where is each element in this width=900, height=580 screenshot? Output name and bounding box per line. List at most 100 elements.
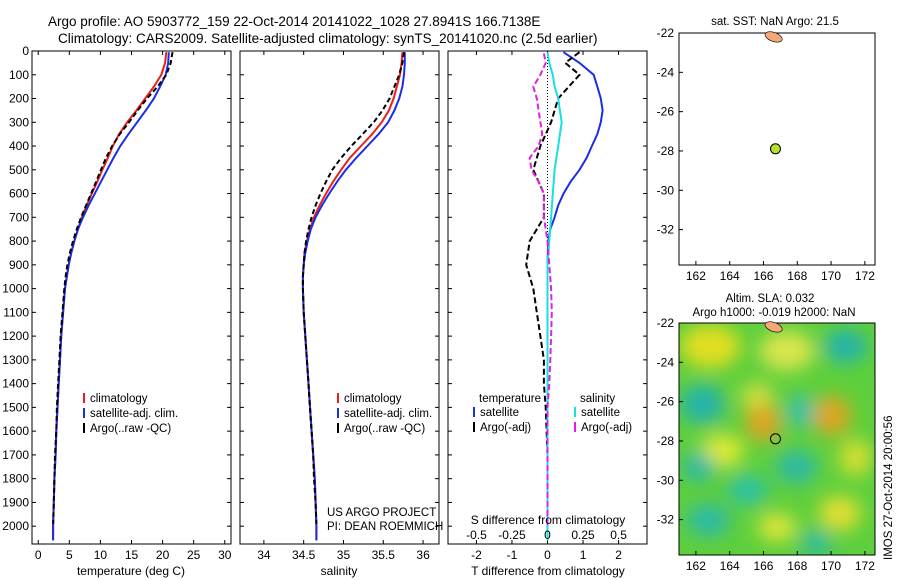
x-tick-label: 170 <box>821 269 841 283</box>
series-line <box>301 52 406 541</box>
heatmap-cell <box>838 438 872 477</box>
y-tick-label: 400 <box>9 139 29 153</box>
y-tick-label: -26 <box>657 395 675 409</box>
x-tick-label: 0 <box>544 548 551 562</box>
series-line <box>52 52 170 541</box>
legend-entry: Argo(-adj) <box>581 422 632 434</box>
legend-entry: satellite-adj. clim. <box>90 408 178 420</box>
legend-entry: Argo(..raw -QC) <box>90 423 171 435</box>
legend-entry: satellite-adj. clim. <box>344 408 432 420</box>
sla-map-subtitle: Argo h1000: -0.019 h2000: NaN <box>692 307 855 319</box>
y-tick-label: 500 <box>9 163 29 177</box>
heatmap-cell <box>813 396 851 436</box>
sst-map: 162 164 166 168 170 172 -22 -24 -26 -28 -30 -32 <box>657 26 876 283</box>
y-tick-label: -22 <box>657 316 675 330</box>
x-tick-label: 162 <box>686 269 706 283</box>
top-tick-label: -0.5 <box>466 528 487 542</box>
heatmap-cell <box>799 531 833 555</box>
difference-panel: -2 -1 0 1 2 -0.5 -0.25 0 0.25 0.5 temperature salin… <box>448 50 647 562</box>
legend-entry: Argo(..raw -QC) <box>344 423 425 435</box>
heatmap-cell <box>686 503 731 537</box>
legend-title: salinity <box>580 393 615 405</box>
y-tick-label: 700 <box>9 210 29 224</box>
y-tick-label: -32 <box>657 223 675 237</box>
y-tick-label: -22 <box>657 26 675 40</box>
y-tick-label: 100 <box>9 68 29 82</box>
y-tick-label: -32 <box>657 513 675 527</box>
x-tick-label: -2 <box>471 548 482 562</box>
y-tick-label: -28 <box>657 434 675 448</box>
heatmap-cell <box>727 474 768 506</box>
x-tick-label: 35.5 <box>372 548 396 562</box>
top-tick-label: -0.25 <box>498 528 526 542</box>
pi-label: PI: DEAN ROEMMICH <box>327 521 443 533</box>
sla-map-title: Altim. SLA: 0.032 <box>726 293 815 305</box>
x-tick-label: 172 <box>855 559 875 573</box>
sst-map-title: sat. SST: NaN Argo: 21.5 <box>711 16 839 28</box>
series-line <box>546 51 604 541</box>
y-tick-label: 1300 <box>2 353 29 367</box>
y-tick-label: 300 <box>9 115 29 129</box>
landmass <box>764 321 783 333</box>
heatmap-cell <box>823 329 868 363</box>
x-tick-label: 35 <box>337 548 351 562</box>
y-tick-label: 1100 <box>3 305 29 319</box>
x-tick-label: 10 <box>94 548 108 562</box>
y-tick-label: 1400 <box>2 377 29 391</box>
imos-stamp: IMOS 27-Oct-2014 20:00:56 <box>883 416 895 560</box>
x-tick-label: 168 <box>787 269 807 283</box>
x-tick-label: 36 <box>416 548 430 562</box>
y-tick-label: -28 <box>657 144 675 158</box>
series-line <box>525 51 581 527</box>
top-tick-label: 0.5 <box>610 528 627 542</box>
heatmap-cell <box>757 512 797 542</box>
x-tick-label: 30 <box>218 548 232 562</box>
heatmap-blobs <box>680 324 872 555</box>
sla-map-frame <box>678 322 876 556</box>
argo-float-marker <box>769 433 781 445</box>
y-tick-label: -26 <box>657 105 675 119</box>
legend-entry: climatology <box>90 393 148 405</box>
landmass <box>764 31 783 43</box>
x-tick-label: 164 <box>720 559 740 573</box>
legend-entry: satellite <box>581 407 620 419</box>
heatmap-cell <box>759 331 815 371</box>
top-tick-label: 0.25 <box>571 528 595 542</box>
y-tick-label: 600 <box>9 187 29 201</box>
top-tick-label: 0 <box>544 528 551 542</box>
x-tick-label: 34.5 <box>292 548 316 562</box>
x-tick-label: 15 <box>125 548 139 562</box>
series-line <box>546 52 563 541</box>
salinity-panel-frame <box>239 50 440 545</box>
project-label: US ARGO PROJECT <box>327 507 436 519</box>
salinity-panel: 34 34.5 35 35.5 36 climatology satellite-adj. … <box>240 50 439 562</box>
x-tick-label: 1 <box>580 548 587 562</box>
temperature-axis-label: temperature (deg C) <box>77 564 185 578</box>
heatmap-cell <box>775 450 818 484</box>
x-tick-label: 172 <box>855 269 875 283</box>
series-line <box>52 52 168 541</box>
heatmap-cell <box>680 384 725 425</box>
y-tick-label: -30 <box>657 183 675 197</box>
heatmap-cell <box>680 324 741 369</box>
x-tick-label: 162 <box>686 559 706 573</box>
x-tick-label: 164 <box>720 269 740 283</box>
y-tick-label: 1500 <box>2 400 29 414</box>
y-tick-label: 800 <box>9 234 29 248</box>
x-tick-label: 2 <box>615 548 622 562</box>
legend-entry: satellite <box>480 407 519 419</box>
y-tick-label: 1200 <box>2 329 29 343</box>
y-tick-label: 0 <box>22 44 29 58</box>
x-tick-label: 5 <box>66 548 73 562</box>
x-tick-label: 20 <box>156 548 170 562</box>
series-line <box>528 53 553 527</box>
series-line <box>301 52 404 541</box>
y-tick-label: 1800 <box>2 472 29 486</box>
y-tick-label: -24 <box>657 355 675 369</box>
heatmap-cell <box>745 404 781 442</box>
heatmap-cell <box>786 394 815 428</box>
y-tick-label: 1600 <box>2 424 29 438</box>
header-line-2: Climatology: CARS2009. Satellite-adjuste… <box>58 31 598 46</box>
legend-title: temperature <box>479 393 541 405</box>
